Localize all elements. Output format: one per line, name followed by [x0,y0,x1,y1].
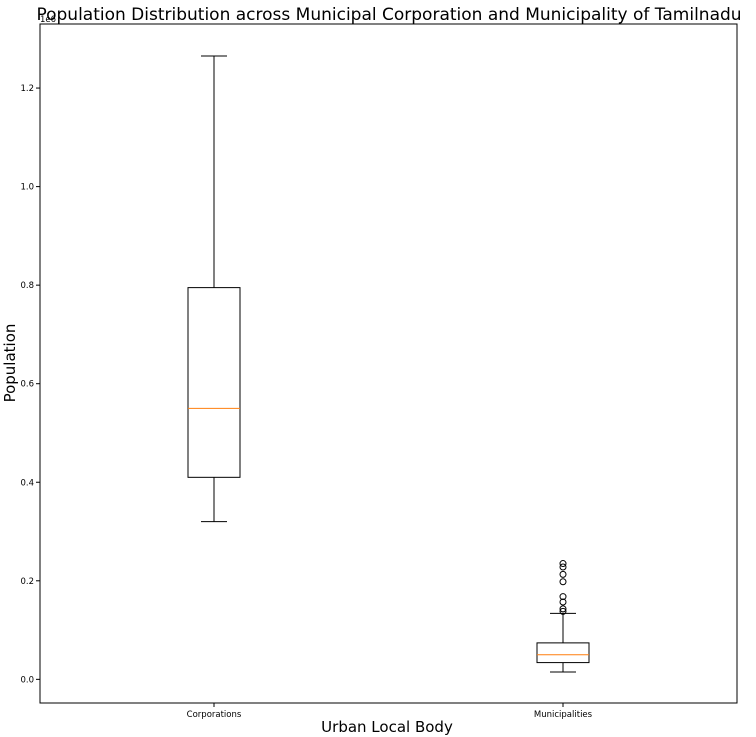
y-tick-label: 0.2 [20,577,34,587]
y-tick-label: 0.8 [20,281,34,291]
outlier-point [559,598,567,606]
outlier-point [559,607,567,615]
y-tick-label: 0.0 [20,675,34,685]
plot-area: 0.0 0.2 0.4 0.6 0.8 1.0 1.2 Corporations Municip… [20,23,738,720]
y-tick-label: 0.4 [20,478,34,488]
y-tick-label: 0.6 [20,380,34,390]
chart-title: Population Distribution across Municipal… [36,5,741,25]
outlier-point [559,570,567,578]
outlier-point [559,563,567,571]
x-tick-label: Municipalities [534,710,593,720]
y-axis-offset-label: 1e6 [40,15,56,25]
box [536,642,590,664]
outlier-point [559,560,567,568]
x-axis-label: Urban Local Body [321,718,453,736]
y-axis-label: Population [1,324,19,403]
y-tick-label: 1.0 [20,183,34,193]
outlier-point [559,578,567,586]
axes-frame [39,23,738,704]
box [187,287,241,478]
outlier-point [559,593,567,601]
x-tick-label: Corporations [187,710,242,720]
y-tick-label: 1.2 [20,84,34,94]
outlier-point [559,605,567,613]
